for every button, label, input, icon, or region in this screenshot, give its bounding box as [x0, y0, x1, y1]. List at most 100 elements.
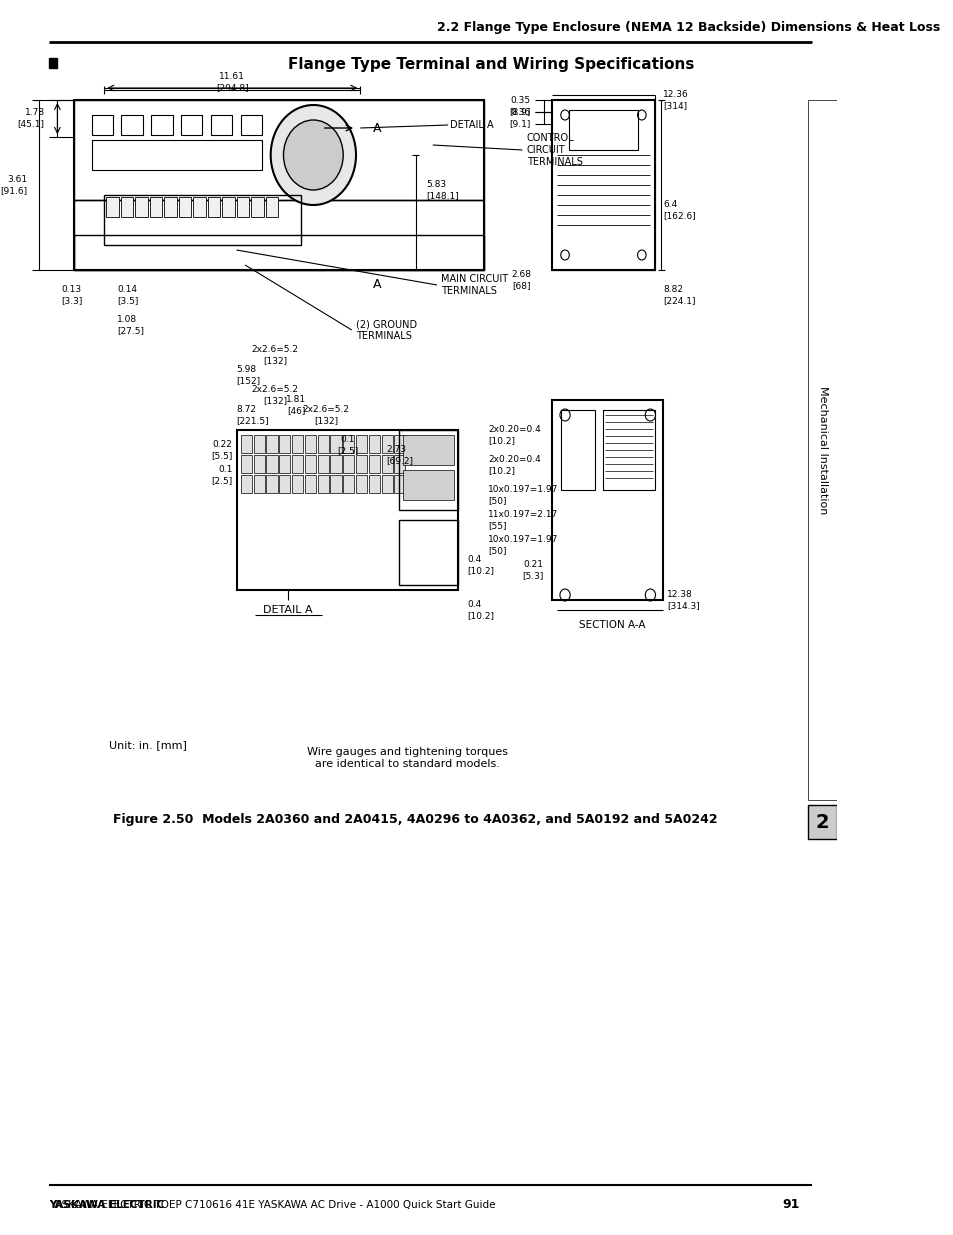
Text: 3.61
[91.6]: 3.61 [91.6]	[0, 175, 28, 195]
Bar	[330, 475, 341, 493]
Bar	[402, 471, 454, 500]
Text: 1.78
[45.1]: 1.78 [45.1]	[17, 109, 45, 127]
Bar	[121, 115, 143, 135]
Bar	[236, 430, 457, 590]
Text: 0.14
[3.5]: 0.14 [3.5]	[117, 285, 138, 305]
Bar	[266, 475, 277, 493]
Text: 11.61
[294.8]: 11.61 [294.8]	[215, 73, 249, 91]
Text: 10x0.197=1.97
[50]: 10x0.197=1.97 [50]	[488, 485, 558, 505]
Bar	[74, 100, 483, 270]
Text: Wire gauges and tightening torques
are identical to standard models.: Wire gauges and tightening torques are i…	[306, 747, 507, 769]
Circle shape	[271, 105, 355, 205]
Text: 2: 2	[815, 813, 829, 831]
Text: 0.36
[9.1]: 0.36 [9.1]	[509, 109, 531, 127]
Bar	[181, 115, 202, 135]
Bar	[355, 435, 367, 453]
Bar	[305, 454, 315, 473]
Text: 0.4
[10.2]: 0.4 [10.2]	[466, 600, 494, 620]
Text: 2.68
[68]: 2.68 [68]	[511, 270, 531, 290]
Text: A: A	[373, 121, 381, 135]
Bar	[240, 435, 252, 453]
Text: (2) GROUND
TERMINALS: (2) GROUND TERMINALS	[355, 319, 416, 341]
Circle shape	[283, 120, 343, 190]
Bar	[266, 435, 277, 453]
Bar	[552, 400, 662, 600]
Bar	[292, 454, 303, 473]
Bar	[236, 198, 249, 217]
Text: 0.4
[10.2]: 0.4 [10.2]	[466, 556, 494, 574]
Bar	[178, 198, 192, 217]
Bar	[355, 475, 367, 493]
Text: Unit: in. [mm]: Unit: in. [mm]	[109, 740, 186, 750]
Bar	[208, 198, 220, 217]
Text: 5.98
[152]: 5.98 [152]	[236, 366, 260, 384]
Bar	[253, 454, 264, 473]
Text: YASKAWA ELECTRIC TOEP C710616 41E YASKAWA AC Drive - A1000 Quick Start Guide: YASKAWA ELECTRIC TOEP C710616 41E YASKAW…	[49, 1200, 495, 1210]
Bar	[381, 435, 393, 453]
Bar	[91, 140, 262, 170]
Bar	[251, 198, 264, 217]
Text: 0.1
[2.5]: 0.1 [2.5]	[336, 435, 357, 454]
Bar	[292, 435, 303, 453]
Text: 0.1
[2.5]: 0.1 [2.5]	[211, 466, 232, 484]
Bar	[74, 200, 483, 270]
Bar	[355, 454, 367, 473]
Bar	[398, 430, 457, 510]
Bar	[369, 435, 379, 453]
Text: 0.13
[3.3]: 0.13 [3.3]	[62, 285, 83, 305]
Text: 2x0.20=0.4
[10.2]: 2x0.20=0.4 [10.2]	[488, 456, 540, 474]
Bar	[74, 100, 483, 200]
Bar	[317, 435, 329, 453]
Bar	[152, 115, 172, 135]
Text: 91: 91	[781, 1198, 799, 1212]
Bar	[807, 805, 837, 839]
Bar	[265, 198, 278, 217]
Text: 0.22
[5.5]: 0.22 [5.5]	[211, 441, 232, 459]
Text: 12.36
[314]: 12.36 [314]	[662, 90, 688, 110]
Bar	[381, 454, 393, 473]
Text: 2.73
[69.2]: 2.73 [69.2]	[385, 446, 413, 464]
Text: 6.4
[162.6]: 6.4 [162.6]	[662, 200, 695, 220]
Text: Figure 2.50  Models 2A0360 and 2A0415, 4A0296 to 4A0362, and 5A0192 and 5A0242: Figure 2.50 Models 2A0360 and 2A0415, 4A…	[113, 814, 718, 826]
Bar	[394, 435, 405, 453]
Bar	[402, 435, 454, 466]
Bar	[317, 475, 329, 493]
Bar	[807, 100, 837, 800]
Bar	[305, 435, 315, 453]
Bar	[560, 410, 595, 490]
Text: DETAIL A: DETAIL A	[450, 120, 493, 130]
Bar	[104, 195, 300, 245]
Text: 12.38
[314.3]: 12.38 [314.3]	[667, 590, 700, 610]
Bar	[91, 115, 112, 135]
Text: Flange Type Terminal and Wiring Specifications: Flange Type Terminal and Wiring Specific…	[288, 58, 694, 73]
Bar	[240, 454, 252, 473]
Text: MAIN CIRCUIT
TERMINALS: MAIN CIRCUIT TERMINALS	[441, 274, 508, 296]
Bar	[211, 115, 232, 135]
Bar	[279, 475, 290, 493]
Text: 2x2.6=5.2
[132]: 2x2.6=5.2 [132]	[302, 405, 350, 425]
Text: 1.08
[27.5]: 1.08 [27.5]	[117, 315, 144, 335]
Text: 8.72
[221.5]: 8.72 [221.5]	[236, 405, 269, 425]
Bar	[552, 100, 654, 270]
Text: 0.21
[5.3]: 0.21 [5.3]	[522, 561, 543, 579]
Text: CONTROL
CIRCUIT
TERMINALS: CONTROL CIRCUIT TERMINALS	[526, 133, 582, 167]
Bar	[603, 410, 654, 490]
Bar	[569, 110, 637, 149]
Text: 2.2 Flange Type Enclosure (NEMA 12 Backside) Dimensions & Heat Loss: 2.2 Flange Type Enclosure (NEMA 12 Backs…	[436, 21, 940, 35]
Bar	[240, 115, 262, 135]
Text: SECTION A-A: SECTION A-A	[578, 620, 644, 630]
Text: 5.83
[148.1]: 5.83 [148.1]	[426, 180, 458, 200]
Bar	[240, 475, 252, 493]
Bar	[222, 198, 234, 217]
Text: DETAIL A: DETAIL A	[263, 605, 313, 615]
Bar	[106, 198, 119, 217]
Text: YASKAWA ELECTRIC: YASKAWA ELECTRIC	[49, 1200, 164, 1210]
Bar	[279, 435, 290, 453]
Bar	[381, 475, 393, 493]
Bar	[343, 475, 354, 493]
Bar	[343, 454, 354, 473]
Bar	[317, 454, 329, 473]
Bar	[150, 198, 162, 217]
Bar	[279, 454, 290, 473]
Bar	[330, 435, 341, 453]
